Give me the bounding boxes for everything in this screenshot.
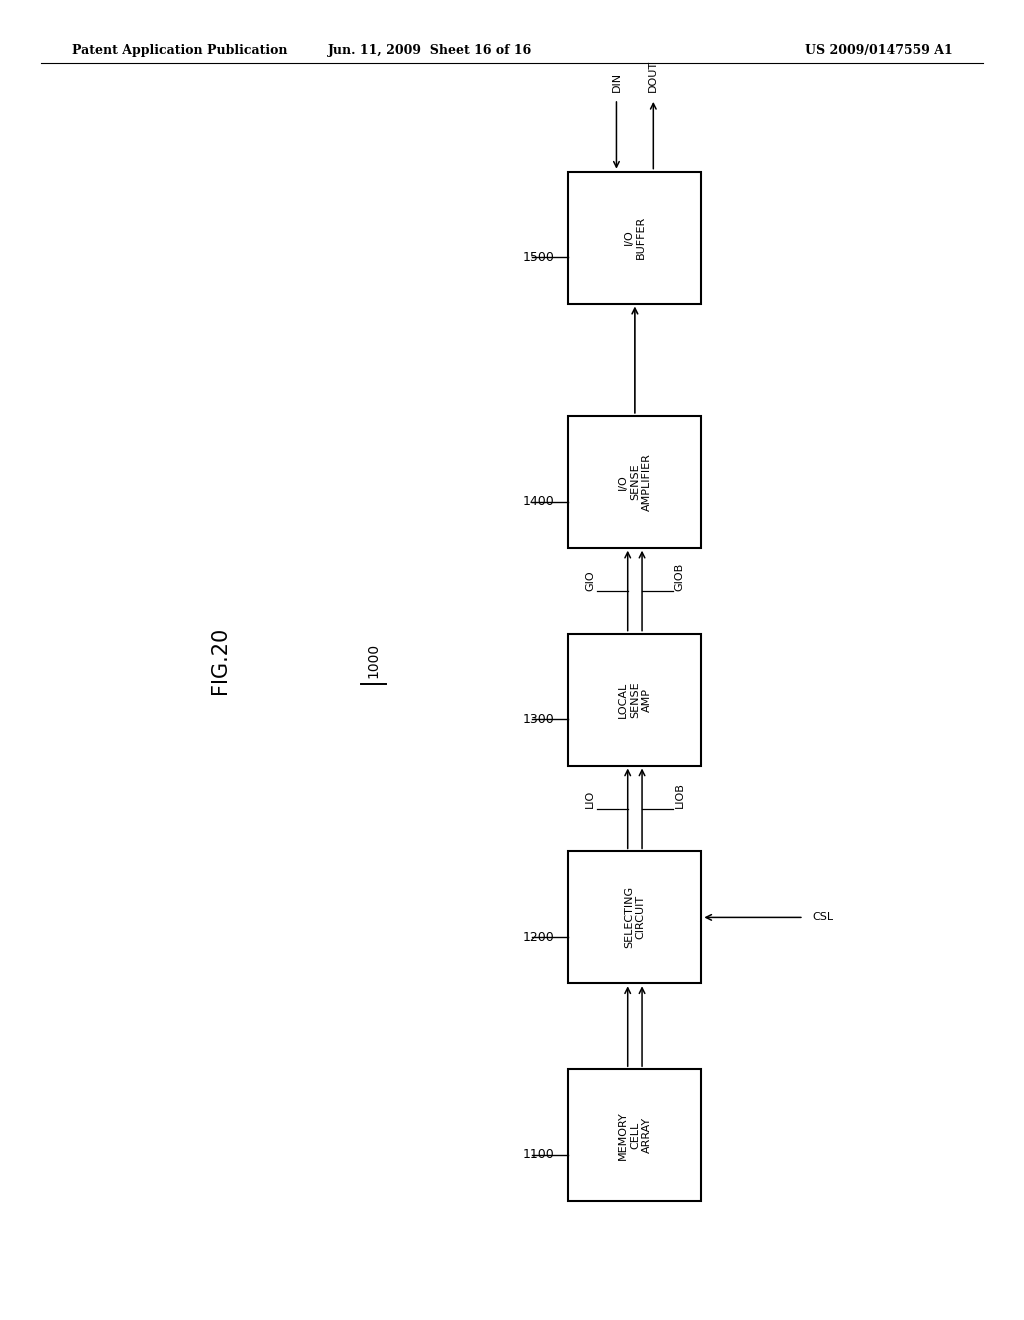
Bar: [568, 416, 701, 548]
Text: I/O
BUFFER: I/O BUFFER: [624, 216, 646, 259]
Text: FIG.20: FIG.20: [210, 627, 230, 693]
Text: LIOB: LIOB: [675, 783, 685, 808]
Text: DIN: DIN: [611, 73, 622, 92]
Bar: [568, 634, 701, 766]
Text: 1100: 1100: [522, 1148, 554, 1162]
Text: 1300: 1300: [522, 713, 554, 726]
Text: DOUT: DOUT: [648, 61, 658, 92]
Text: GIOB: GIOB: [675, 562, 685, 591]
Text: I/O
SENSE
AMPLIFIER: I/O SENSE AMPLIFIER: [618, 453, 651, 511]
Text: Patent Application Publication: Patent Application Publication: [72, 44, 287, 57]
Text: SELECTING
CIRCUIT: SELECTING CIRCUIT: [624, 886, 646, 949]
Text: LOCAL
SENSE
AMP: LOCAL SENSE AMP: [618, 681, 651, 718]
Bar: [568, 1069, 701, 1201]
Text: GIO: GIO: [585, 570, 595, 591]
Bar: [568, 851, 701, 983]
Text: LIO: LIO: [585, 791, 595, 808]
Text: 1000: 1000: [367, 643, 381, 677]
Bar: [568, 172, 701, 304]
Text: Jun. 11, 2009  Sheet 16 of 16: Jun. 11, 2009 Sheet 16 of 16: [328, 44, 532, 57]
Text: 1200: 1200: [522, 931, 554, 944]
Text: US 2009/0147559 A1: US 2009/0147559 A1: [805, 44, 952, 57]
Text: 1400: 1400: [522, 495, 554, 508]
Text: MEMORY
CELL
ARRAY: MEMORY CELL ARRAY: [618, 1111, 651, 1159]
Text: CSL: CSL: [812, 912, 834, 923]
Text: 1500: 1500: [522, 251, 554, 264]
